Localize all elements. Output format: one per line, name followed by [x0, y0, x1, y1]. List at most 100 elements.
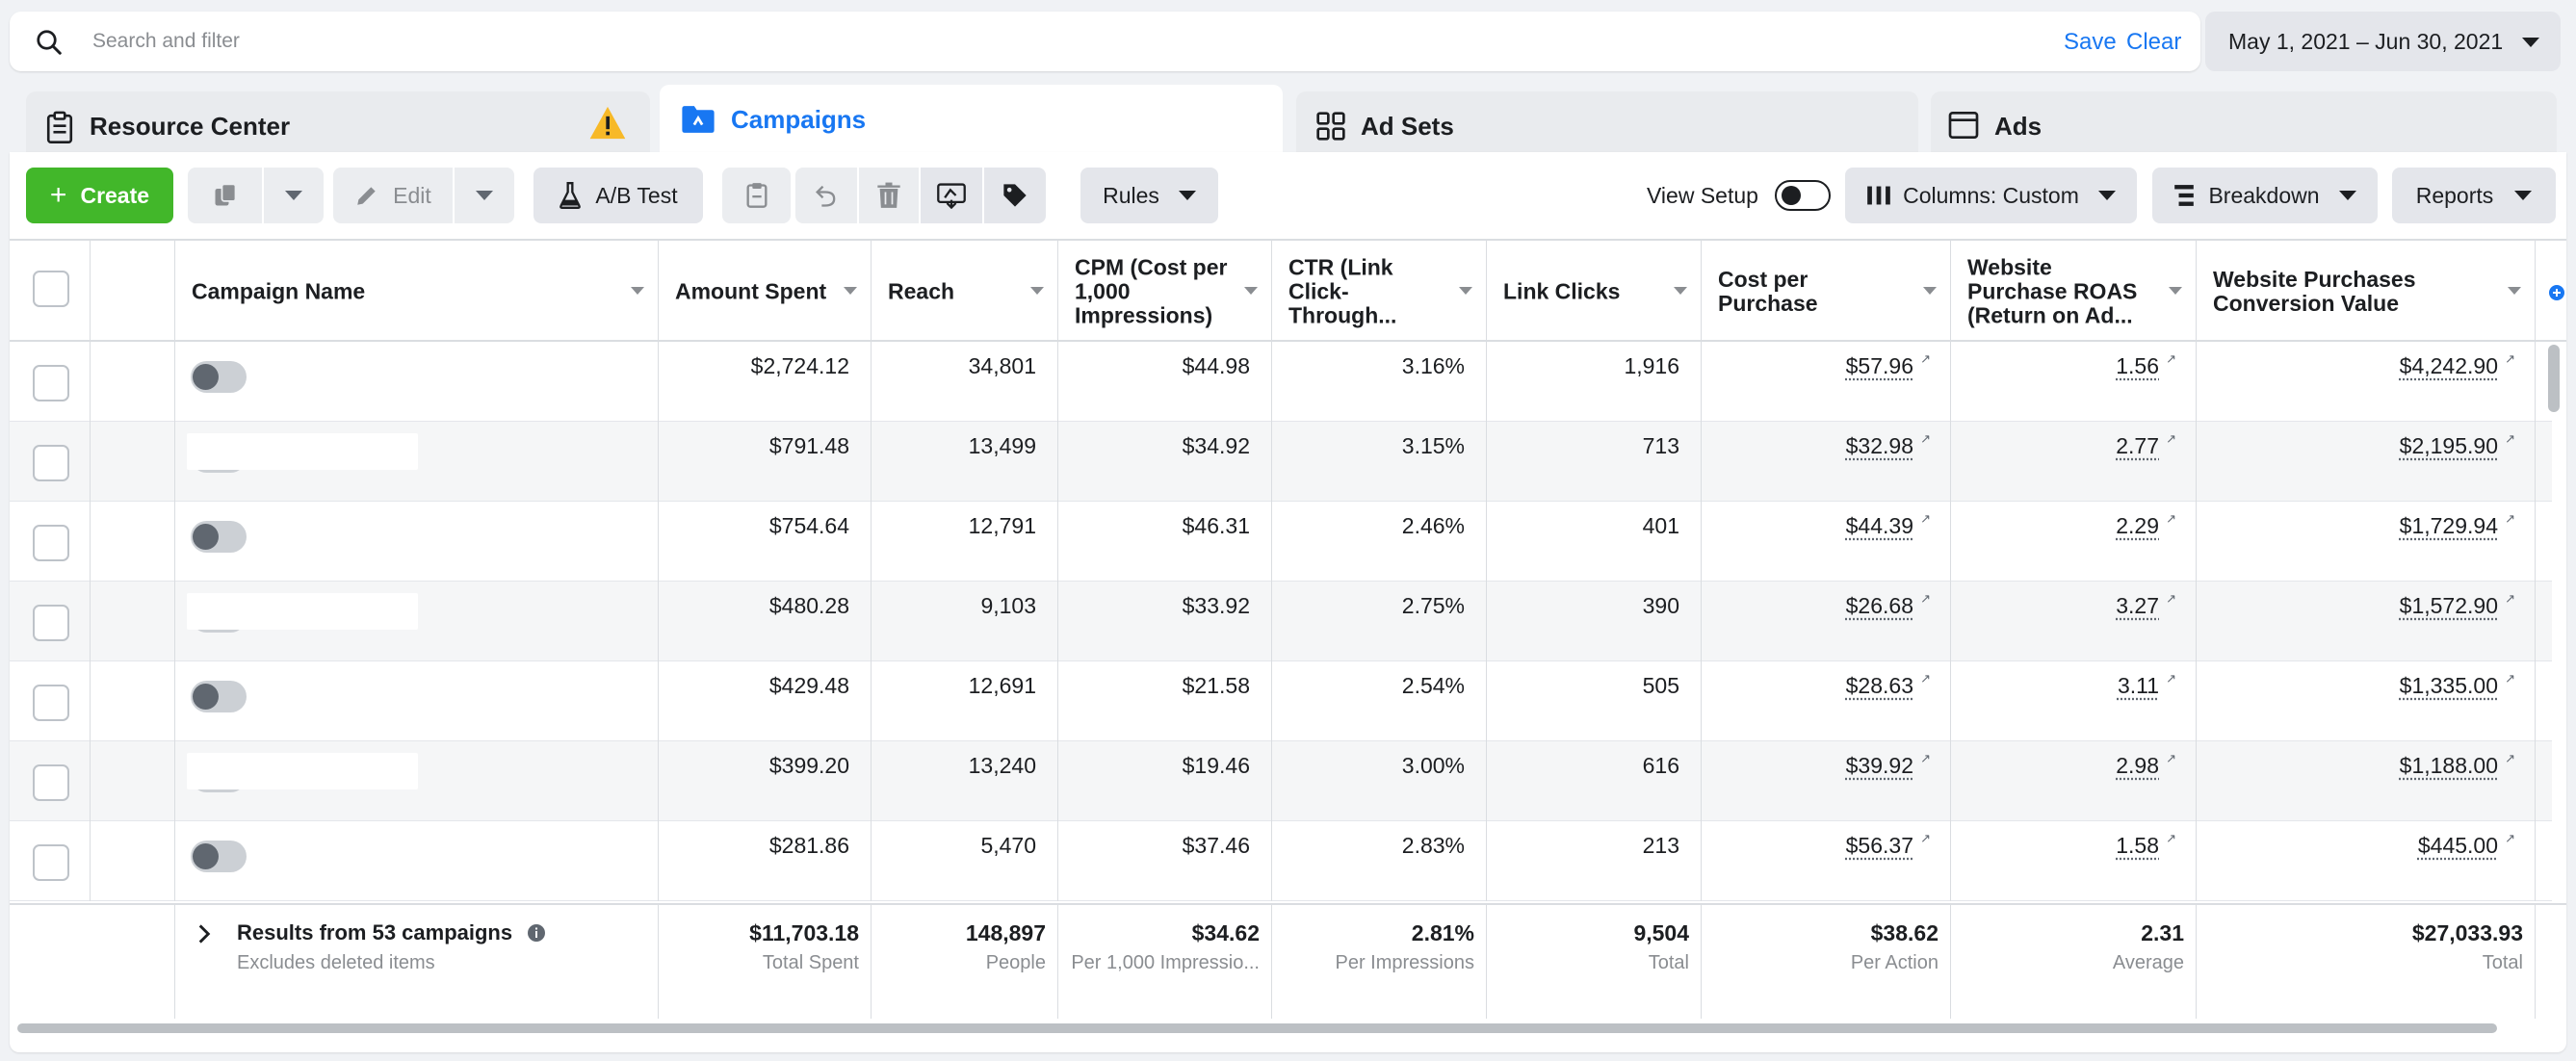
cell-campaign-name[interactable]	[175, 821, 659, 901]
cell-roas[interactable]: 2.98 ↗	[1951, 741, 2197, 821]
cell-conversion-value[interactable]: $2,195.90 ↗	[2197, 422, 2536, 502]
external-link-icon[interactable]: ↗	[2166, 831, 2176, 845]
table-row[interactable]: $429.48 12,691 $21.58 2.54% 505 $28.63 ↗ 3.11 ↗ $…	[10, 661, 2552, 741]
duplicate-button[interactable]	[188, 168, 262, 223]
cell-conversion-value[interactable]: $1,572.90 ↗	[2197, 582, 2536, 661]
cell-campaign-name[interactable]	[175, 582, 659, 661]
cell-conversion-value[interactable]: $4,242.90 ↗	[2197, 342, 2536, 422]
clear-filter-link[interactable]: Clear	[2126, 29, 2182, 55]
sort-icon[interactable]	[1244, 287, 1258, 295]
campaign-status-toggle[interactable]	[191, 361, 247, 393]
cell-roas[interactable]: 3.27 ↗	[1951, 582, 2197, 661]
sort-icon[interactable]	[1030, 287, 1044, 295]
chevron-right-icon[interactable]	[196, 924, 212, 944]
sort-icon[interactable]	[1923, 287, 1937, 295]
cell-cost-per-purchase[interactable]: $28.63 ↗	[1702, 661, 1951, 741]
sort-icon[interactable]	[2169, 287, 2182, 295]
table-row[interactable]: $399.20 13,240 $19.46 3.00% 616 $39.92 ↗ 2.98 ↗ $…	[10, 741, 2552, 821]
table-row[interactable]: $754.64 12,791 $46.31 2.46% 401 $44.39 ↗ 2.29 ↗ $…	[10, 502, 2552, 582]
external-link-icon[interactable]: ↗	[2166, 351, 2176, 366]
select-all-checkbox[interactable]	[33, 271, 69, 307]
table-row[interactable]: $2,724.12 34,801 $44.98 3.16% 1,916 $57.96 ↗ 1.…	[10, 342, 2552, 422]
ab-test-button[interactable]: A/B Test	[533, 168, 703, 223]
external-link-icon[interactable]: ↗	[1920, 831, 1931, 845]
header-roas[interactable]: Website Purchase ROAS (Return on Ad...	[1951, 241, 2197, 342]
campaign-status-toggle[interactable]	[191, 841, 247, 872]
external-link-icon[interactable]: ↗	[2505, 351, 2515, 366]
cell-cost-per-purchase[interactable]: $26.68 ↗	[1702, 582, 1951, 661]
header-link-clicks[interactable]: Link Clicks	[1487, 241, 1702, 342]
sort-icon[interactable]	[1674, 287, 1687, 295]
table-row[interactable]: $281.86 5,470 $37.46 2.83% 213 $56.37 ↗ 1.58 ↗ $4…	[10, 821, 2552, 901]
external-link-icon[interactable]: ↗	[2166, 671, 2176, 686]
create-button[interactable]: + Create	[26, 168, 173, 223]
table-row[interactable]: $791.48 13,499 $34.92 3.15% 713 $32.98 ↗ 2.77 ↗ $…	[10, 422, 2552, 502]
campaign-status-toggle[interactable]	[191, 521, 247, 553]
sort-icon[interactable]	[2508, 287, 2521, 295]
cell-cost-per-purchase[interactable]: $44.39 ↗	[1702, 502, 1951, 582]
cell-cost-per-purchase[interactable]: $39.92 ↗	[1702, 741, 1951, 821]
search-input[interactable]	[92, 25, 1922, 58]
date-range-picker[interactable]: May 1, 2021 – Jun 30, 2021	[2205, 12, 2561, 71]
add-column-icon[interactable]	[2548, 284, 2565, 301]
cell-conversion-value[interactable]: $445.00 ↗	[2197, 821, 2536, 901]
sort-icon[interactable]	[631, 287, 644, 295]
cell-conversion-value[interactable]: $1,729.94 ↗	[2197, 502, 2536, 582]
row-checkbox[interactable]	[33, 685, 69, 721]
edit-button[interactable]: Edit	[333, 168, 453, 223]
header-amount-spent[interactable]: Amount Spent	[659, 241, 872, 342]
export-preview-button[interactable]	[921, 168, 982, 223]
tab-campaigns[interactable]: Campaigns	[660, 85, 1283, 152]
external-link-icon[interactable]: ↗	[1920, 671, 1931, 686]
external-link-icon[interactable]: ↗	[2505, 671, 2515, 686]
row-checkbox[interactable]	[33, 445, 69, 481]
rules-button[interactable]: Rules	[1080, 168, 1218, 223]
cell-campaign-name[interactable]	[175, 661, 659, 741]
delete-button[interactable]	[859, 168, 919, 223]
sort-icon[interactable]	[844, 287, 857, 295]
cell-campaign-name[interactable]	[175, 422, 659, 502]
cell-roas[interactable]: 3.11 ↗	[1951, 661, 2197, 741]
external-link-icon[interactable]: ↗	[2166, 591, 2176, 606]
external-link-icon[interactable]: ↗	[1920, 431, 1931, 446]
external-link-icon[interactable]: ↗	[2166, 431, 2176, 446]
cell-cost-per-purchase[interactable]: $32.98 ↗	[1702, 422, 1951, 502]
columns-button[interactable]: Columns: Custom	[1845, 168, 2137, 223]
external-link-icon[interactable]: ↗	[2166, 511, 2176, 526]
external-link-icon[interactable]: ↗	[1920, 591, 1931, 606]
tab-ad-sets[interactable]: Ad Sets	[1296, 91, 1918, 154]
header-cost-per-purchase[interactable]: Cost per Purchase	[1702, 241, 1951, 342]
cell-campaign-name[interactable]	[175, 741, 659, 821]
external-link-icon[interactable]: ↗	[2505, 511, 2515, 526]
external-link-icon[interactable]: ↗	[1920, 351, 1931, 366]
duplicate-menu-button[interactable]	[264, 168, 324, 223]
header-cpm[interactable]: CPM (Cost per 1,000 Impressions)	[1058, 241, 1272, 342]
row-checkbox[interactable]	[33, 764, 69, 801]
external-link-icon[interactable]: ↗	[1920, 751, 1931, 765]
horizontal-scrollbar[interactable]	[17, 1023, 2497, 1033]
external-link-icon[interactable]: ↗	[2505, 431, 2515, 446]
table-row[interactable]: $480.28 9,103 $33.92 2.75% 390 $26.68 ↗ 3.27 ↗ $1…	[10, 582, 2552, 661]
header-ctr[interactable]: CTR (Link Click-Through...	[1272, 241, 1487, 342]
header-campaign-name[interactable]: Campaign Name	[175, 241, 659, 342]
row-checkbox[interactable]	[33, 844, 69, 881]
cell-roas[interactable]: 1.58 ↗	[1951, 821, 2197, 901]
row-checkbox[interactable]	[33, 605, 69, 641]
cell-conversion-value[interactable]: $1,188.00 ↗	[2197, 741, 2536, 821]
cell-roas[interactable]: 2.29 ↗	[1951, 502, 2197, 582]
external-link-icon[interactable]: ↗	[2166, 751, 2176, 765]
vertical-scrollbar[interactable]	[2548, 345, 2560, 412]
cell-roas[interactable]: 1.56 ↗	[1951, 342, 2197, 422]
cell-conversion-value[interactable]: $1,335.00 ↗	[2197, 661, 2536, 741]
tag-button[interactable]	[984, 168, 1046, 223]
cell-campaign-name[interactable]	[175, 342, 659, 422]
external-link-icon[interactable]: ↗	[1920, 511, 1931, 526]
save-filter-link[interactable]: Save	[2064, 29, 2117, 55]
cell-campaign-name[interactable]	[175, 502, 659, 582]
breakdown-button[interactable]: Breakdown	[2152, 168, 2378, 223]
external-link-icon[interactable]: ↗	[2505, 831, 2515, 845]
edit-menu-button[interactable]	[455, 168, 514, 223]
info-icon[interactable]	[527, 923, 546, 943]
undo-button[interactable]	[795, 168, 857, 223]
campaign-status-toggle[interactable]	[191, 681, 247, 712]
